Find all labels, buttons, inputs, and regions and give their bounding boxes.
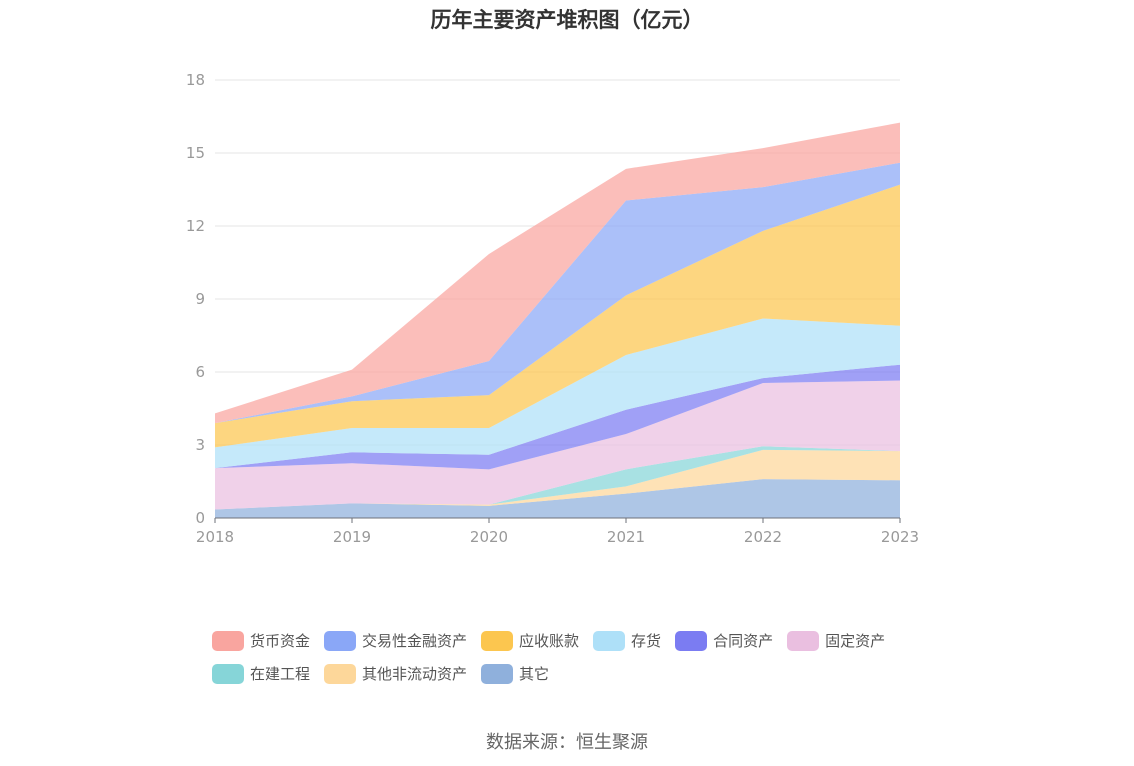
x-tick-label: 2018: [196, 528, 234, 546]
legend-swatch: [324, 663, 357, 684]
legend-label: 交易性金融资产: [362, 632, 468, 650]
chart-legend: 货币资金 交易性金融资产 应收账款 存货 合同资产 固定资产在建工程 其他非流动资产 其它: [212, 630, 952, 684]
legend-swatch: [212, 630, 244, 651]
legend-item[interactable]: 其他非流动资产: [324, 663, 467, 684]
x-tick-label: 2023: [881, 528, 919, 546]
legend-label: 在建工程: [250, 665, 311, 683]
y-tick-label: 18: [186, 71, 205, 89]
legend-swatch: [481, 663, 514, 684]
y-tick-label: 6: [195, 363, 205, 381]
y-tick-label: 3: [195, 436, 205, 454]
area-series: [215, 122, 900, 518]
legend-item[interactable]: 交易性金融资产: [324, 630, 467, 651]
legend-label: 其他非流动资产: [362, 665, 468, 683]
x-tick-label: 2021: [607, 528, 645, 546]
legend-item[interactable]: 应收账款: [481, 630, 579, 651]
legend-swatch: [787, 630, 820, 651]
legend-swatch: [212, 663, 244, 684]
area-series-6: [215, 184, 900, 448]
area-series-8: [215, 122, 900, 424]
axes: 0 3 6 9 12 15 18 2018 2019 2020 2021 2022 2023: [186, 71, 919, 546]
y-tick-label: 9: [195, 290, 205, 308]
y-tick-label: 15: [186, 144, 205, 162]
data-source-note: 数据来源：恒生聚源: [486, 732, 648, 753]
legend-label: 合同资产: [713, 632, 774, 650]
legend-label: 其它: [519, 665, 550, 683]
x-tick-label: 2020: [470, 528, 508, 546]
area-series-0: [215, 479, 900, 518]
area-series-3: [215, 380, 900, 510]
legend-label: 应收账款: [519, 632, 580, 650]
legend-swatch: [481, 630, 514, 651]
area-series-5: [215, 318, 900, 469]
area-series-1: [215, 449, 900, 510]
area-series-4: [215, 364, 900, 470]
area-series-7: [215, 162, 900, 424]
legend-item[interactable]: 固定资产: [787, 630, 885, 651]
y-tick-label: 12: [186, 217, 205, 235]
legend-label: 货币资金: [250, 632, 311, 650]
legend-swatch: [324, 630, 357, 651]
legend-label: 固定资产: [825, 632, 886, 650]
legend-swatch: [593, 630, 626, 651]
legend-item[interactable]: 存货: [593, 630, 661, 651]
y-tick-label: 0: [195, 509, 205, 527]
legend-item[interactable]: 合同资产: [675, 630, 773, 651]
legend-item[interactable]: 在建工程: [212, 663, 310, 684]
legend-item[interactable]: 其它: [481, 663, 549, 684]
legend-item[interactable]: 货币资金: [212, 630, 310, 651]
x-tick-label: 2019: [333, 528, 371, 546]
x-tick-label: 2022: [744, 528, 782, 546]
legend-swatch: [675, 630, 708, 651]
legend-label: 存货: [631, 632, 662, 650]
chart-title: 历年主要资产堆积图（亿元）: [430, 8, 704, 32]
